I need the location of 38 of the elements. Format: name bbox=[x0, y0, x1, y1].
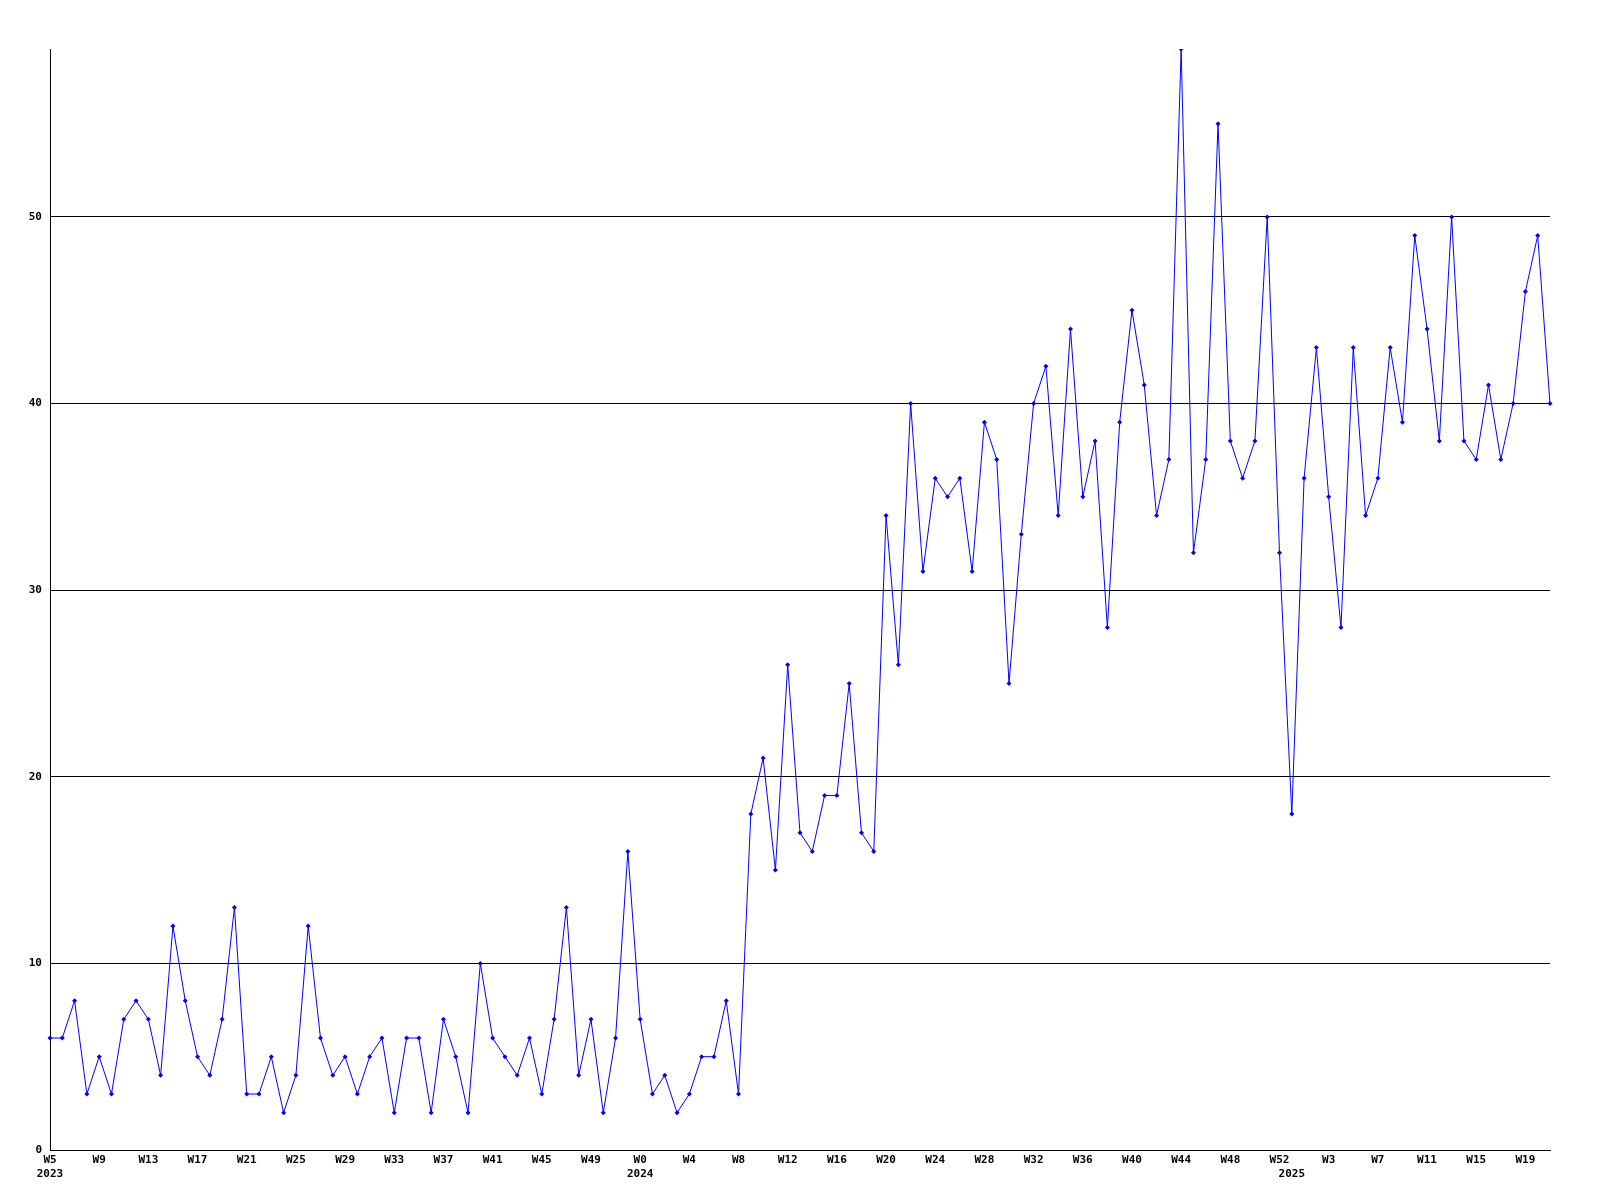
x-tick-label: W9 bbox=[92, 1153, 106, 1167]
x-tick-label: W7 bbox=[1371, 1153, 1385, 1167]
x-tick-label: W29 bbox=[335, 1153, 356, 1167]
x-tick-label: W25 bbox=[285, 1153, 306, 1167]
x-tick-label: W21 bbox=[236, 1153, 258, 1167]
x-tick-label: W52 bbox=[1269, 1153, 1290, 1167]
x-tick-label: W20 bbox=[876, 1153, 896, 1167]
x-tick-label: W13 bbox=[138, 1153, 159, 1167]
x-tick-label: W45 bbox=[531, 1153, 552, 1167]
y-tick-label: 50 bbox=[28, 209, 42, 223]
y-tick-label: 10 bbox=[28, 956, 42, 970]
x-tick-label: W11 bbox=[1417, 1153, 1438, 1167]
x-tick-label: 2025 bbox=[1278, 1166, 1306, 1180]
x-tick-label: W28 bbox=[974, 1153, 995, 1167]
x-tick-label: W16 bbox=[826, 1153, 848, 1167]
y-tick-label: 0 bbox=[35, 1142, 42, 1156]
x-tick-label: W40 bbox=[1122, 1153, 1142, 1167]
x-tick-label: W17 bbox=[187, 1153, 208, 1167]
x-tick-label: W48 bbox=[1220, 1153, 1241, 1167]
x-tick-label: W4 bbox=[682, 1153, 697, 1167]
y-tick-label: 40 bbox=[28, 396, 42, 410]
x-tick-label: W41 bbox=[482, 1153, 503, 1167]
x-tick-label: W0 2024 bbox=[626, 1153, 654, 1180]
x-tick-label: W8 bbox=[731, 1153, 746, 1167]
x-tick-label: W37 bbox=[433, 1153, 454, 1167]
x-tick-label: W36 bbox=[1072, 1153, 1094, 1167]
x-tick-label: W33 bbox=[384, 1153, 405, 1167]
x-tick-label: W19 bbox=[1515, 1153, 1536, 1167]
y-tick-label: 30 bbox=[28, 583, 42, 597]
x-tick-label: W32 bbox=[1023, 1153, 1044, 1167]
y-tick-label: 20 bbox=[28, 769, 42, 783]
x-tick-label: W12 bbox=[777, 1153, 798, 1167]
x-tick-label: W44 bbox=[1171, 1153, 1192, 1167]
x-tick-label: W15 bbox=[1466, 1153, 1487, 1167]
x-tick-label: W5 2023 bbox=[36, 1153, 64, 1180]
x-tick-label: W3 bbox=[1322, 1153, 1336, 1167]
x-tick-label: W49 bbox=[581, 1153, 601, 1167]
x-tick-label: W24 bbox=[925, 1153, 946, 1167]
